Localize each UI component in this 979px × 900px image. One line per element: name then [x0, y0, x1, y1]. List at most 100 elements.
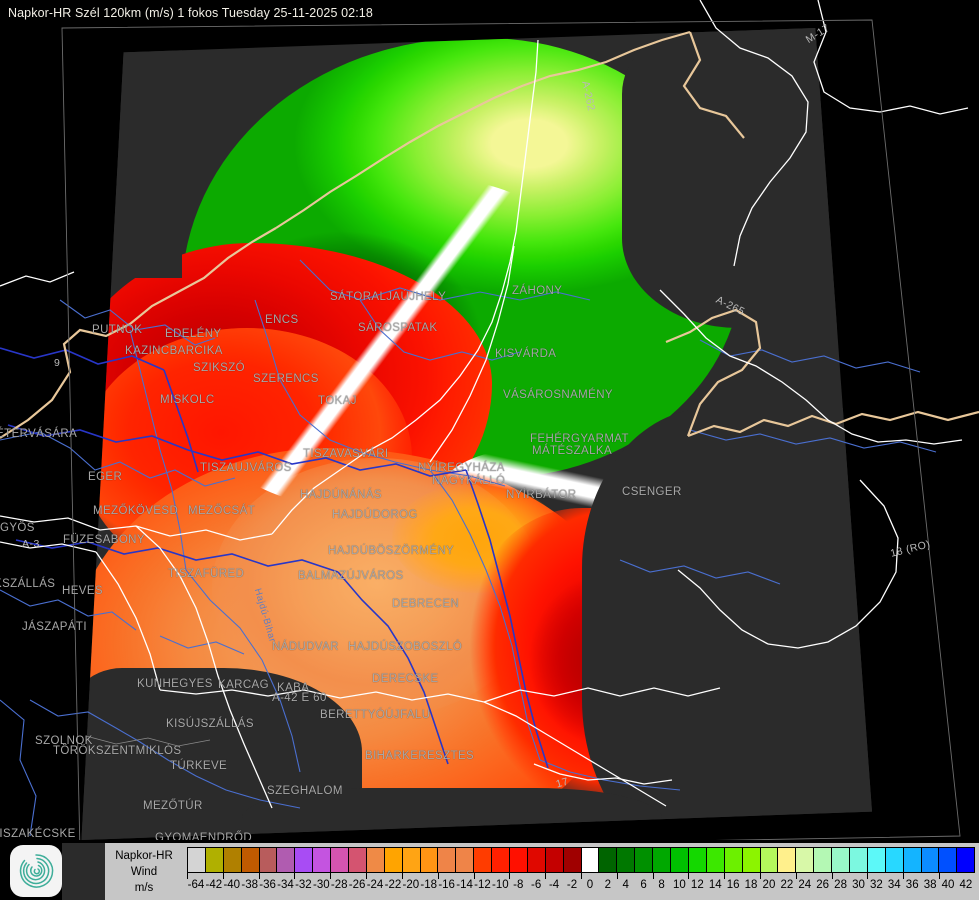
legend-swatch — [653, 848, 672, 872]
legend-tick-labels: -64 -42 -40 -38 -36 -34 -32 -30 -28 -26 -24 -22 -20-… — [187, 873, 975, 897]
legend-tick: -32 — [294, 873, 312, 897]
legend-swatch — [724, 848, 743, 872]
legend-tick: -28 — [330, 873, 348, 897]
legend-swatch — [563, 848, 582, 872]
legend-tick-value: 6 — [640, 879, 647, 891]
place-label: HEVES — [62, 585, 103, 597]
legend-swatch — [241, 848, 260, 872]
legend-tick: -18 — [420, 873, 438, 897]
legend-tick-value: -22 — [384, 879, 402, 891]
place-label: BERETTYÓÚJFALU — [320, 709, 431, 721]
napkor-logo[interactable] — [10, 845, 62, 897]
legend-tick-value: 10 — [673, 879, 686, 891]
place-label: SZERENCS — [253, 373, 319, 385]
legend-tick-value: 20 — [762, 879, 776, 891]
legend-tick: -16 — [437, 873, 456, 897]
legend-tick-value: -16 — [438, 879, 455, 891]
legend-left-domain-backdrop — [62, 843, 105, 900]
place-label: SÁROSPATAK — [358, 322, 438, 334]
legend-tick-value: -42 — [205, 879, 223, 891]
field-nodata-east — [582, 408, 872, 840]
legend-swatch — [671, 848, 689, 872]
legend-swatch — [939, 848, 958, 872]
road-label: M-17 — [803, 22, 833, 46]
place-label: KAZINCBARCIKA — [125, 345, 223, 357]
legend-tick: 26 — [814, 873, 832, 897]
legend-swatch — [635, 848, 654, 872]
legend-swatch — [832, 848, 850, 872]
legend-tick: 20 — [760, 873, 778, 897]
legend-tick: -12 — [473, 873, 492, 897]
place-label: TISZAVASVÁRI — [303, 448, 389, 460]
legend-tick: 0 — [580, 873, 599, 897]
place-label: NÁDUDVAR — [272, 641, 339, 653]
legend-swatch — [384, 848, 403, 872]
legend-tick-value: -64 — [187, 879, 205, 891]
legend-tick: -34 — [277, 873, 295, 897]
legend-tick: 12 — [688, 873, 706, 897]
legend-tick: -6 — [527, 873, 545, 897]
legend-tick-value: -32 — [295, 879, 312, 891]
legend-tick: 36 — [903, 873, 921, 897]
legend-tick-value: 2 — [604, 879, 611, 891]
legend-tick: 24 — [795, 873, 814, 897]
legend-tick-value: -26 — [348, 879, 366, 891]
legend-tick: -64 — [187, 873, 205, 897]
place-label: PUTNOK — [92, 324, 143, 336]
field-nodata-northeast — [622, 28, 872, 328]
place-label: KISÚJSZÁLLÁS — [166, 718, 254, 730]
legend-tick: 8 — [652, 873, 671, 897]
color-scale-legend: Napkor-HR Wind m/s -64 -42 -40 -38 -36 -34 -32… — [105, 843, 979, 900]
legend-tick: -38 — [241, 873, 259, 897]
legend-tick: 28 — [831, 873, 850, 897]
legend-variable: Wind — [130, 865, 158, 878]
legend-swatch — [849, 848, 868, 872]
legend-tick-value: 16 — [726, 879, 740, 891]
legend-tick-value: -2 — [566, 879, 578, 891]
legend-tick: -22 — [384, 873, 402, 897]
legend-tick: 40 — [939, 873, 957, 897]
map-title: Napkor-HR Szél 120km (m/s) 1 fokos Tuesd… — [8, 6, 373, 20]
place-label: JÁSZAPÁTI — [22, 621, 87, 633]
legend-swatch — [957, 848, 975, 872]
legend-tick: -20 — [401, 873, 420, 897]
wind-map[interactable]: PÉTERVÁSÁRA PUTNOK EDELÉNY KAZINCBARCIKA SZI… — [0, 0, 979, 840]
place-label: NYÍRBÁTOR — [506, 489, 577, 501]
place-label: SZEGHALOM — [267, 785, 343, 797]
place-label: NAGYKÁLLÓ — [432, 475, 506, 487]
legend-swatch — [510, 848, 528, 872]
legend-swatch — [313, 848, 332, 872]
legend-swatch — [617, 848, 636, 872]
legend-tick: 18 — [742, 873, 760, 897]
legend-tick-value: 36 — [905, 879, 919, 891]
place-label: DERECSKE — [372, 673, 439, 685]
place-label: CSENGER — [622, 486, 682, 498]
legend-tick-value: -30 — [312, 879, 330, 891]
legend-swatch — [277, 848, 296, 872]
legend-tick-value: -36 — [259, 879, 276, 891]
legend-swatch — [349, 848, 367, 872]
legend-tick: 14 — [706, 873, 724, 897]
legend-tick: 2 — [599, 873, 617, 897]
place-label: BIHARKERESZTES — [365, 750, 475, 762]
legend-swatch — [420, 848, 439, 872]
legend-tick-value: -24 — [366, 879, 384, 891]
legend-source: Napkor-HR — [115, 849, 173, 862]
legend-swatch — [545, 848, 564, 872]
legend-tick-value: -34 — [277, 879, 294, 891]
legend-tick-value: 30 — [852, 879, 865, 891]
place-label: KABA — [277, 682, 310, 694]
legend-swatch — [903, 848, 922, 872]
legend-tick-value: -8 — [513, 879, 524, 891]
legend-tick: -26 — [348, 873, 366, 897]
place-label: TISZAKÉCSKE — [0, 828, 76, 840]
legend-tick-value: 40 — [941, 879, 955, 891]
legend-tick-value: -18 — [420, 879, 438, 891]
legend-swatch — [885, 848, 904, 872]
legend-tick-value: -40 — [223, 879, 241, 891]
legend-tick: -40 — [222, 873, 241, 897]
place-label: MÁTÉSZALKA — [532, 445, 613, 457]
legend-swatch — [402, 848, 421, 872]
legend-tick: 34 — [885, 873, 903, 897]
